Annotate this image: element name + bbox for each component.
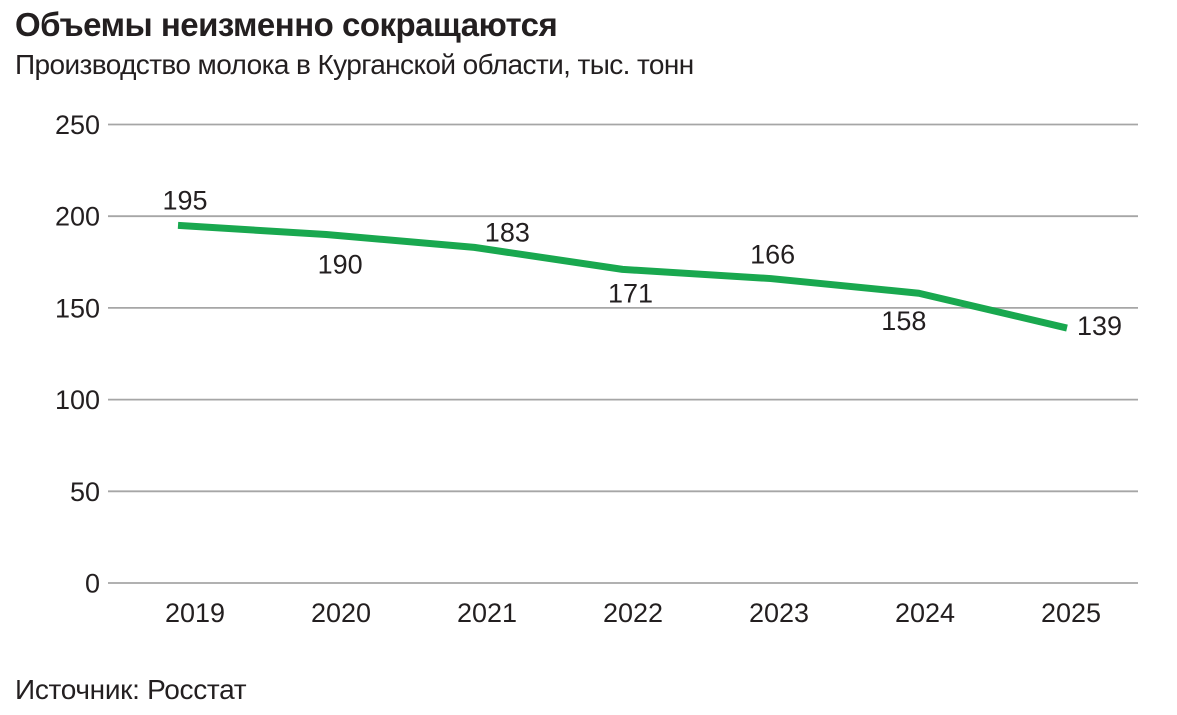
- chart-subtitle: Производство молока в Курганской области…: [15, 49, 694, 80]
- x-tick-label: 2023: [749, 598, 809, 628]
- x-tick-label: 2024: [895, 598, 955, 628]
- value-label: 190: [318, 250, 363, 280]
- source-note: Источник: Росстат: [15, 674, 247, 705]
- x-tick-label: 2020: [311, 598, 371, 628]
- value-label: 183: [485, 217, 530, 247]
- x-tick-label: 2019: [165, 598, 225, 628]
- y-tick-label: 100: [55, 385, 100, 415]
- x-tick-label: 2021: [457, 598, 517, 628]
- y-tick-label: 150: [55, 293, 100, 323]
- y-tick-label: 200: [55, 202, 100, 232]
- value-label: 139: [1077, 311, 1122, 341]
- value-label: 166: [750, 240, 795, 270]
- y-tick-label: 50: [70, 477, 100, 507]
- x-tick-label: 2025: [1041, 598, 1101, 628]
- data-line: [177, 221, 1068, 332]
- x-tick-label: 2022: [603, 598, 663, 628]
- value-label: 158: [881, 306, 926, 336]
- value-label: 195: [162, 185, 207, 215]
- chart-title: Объемы неизменно сокращаются: [15, 6, 558, 43]
- y-tick-label: 0: [85, 569, 100, 599]
- y-tick-label: 250: [55, 110, 100, 140]
- value-label: 171: [608, 278, 653, 308]
